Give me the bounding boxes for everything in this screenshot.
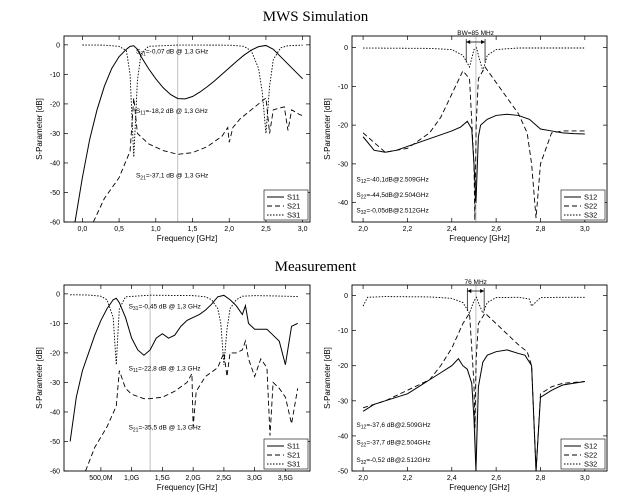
annotation-value: =-37,6 dB@2.509GHz xyxy=(366,422,430,429)
y-tick-label: -50 xyxy=(338,469,348,476)
series-line-s32 xyxy=(363,297,585,314)
bandwidth-arrow-right xyxy=(480,289,484,293)
annotation-text: S22=-37,7 dB@2.504GHz xyxy=(356,440,430,449)
x-tick-label: 2,0 xyxy=(358,475,368,482)
x-tick-label: 3,0 xyxy=(580,475,590,482)
y-tick-label: -40 xyxy=(338,433,348,440)
annotation-value: =-0,52 dB@2.512GHz xyxy=(366,457,430,464)
y-tick-label: -30 xyxy=(338,398,348,405)
y-tick-label: 0 xyxy=(344,293,348,300)
x-tick-label: 2,8 xyxy=(536,475,546,482)
x-tick-label: 2,6 xyxy=(491,475,501,482)
y-axis-label: S-Parameter [dB] xyxy=(323,347,332,409)
legend-label-s22: S22 xyxy=(584,451,597,460)
bandwidth-arrow-left xyxy=(467,289,471,293)
legend-label-s32: S32 xyxy=(584,460,597,469)
annotation-value: =-37,7 dB@2.504GHz xyxy=(366,440,430,447)
annotation-text: S12=-37,6 dB@2.509GHz xyxy=(356,422,430,431)
series-line-s12 xyxy=(363,350,585,471)
x-tick-label: 2,2 xyxy=(403,475,413,482)
x-axis-label: Frequency [GHz] xyxy=(449,483,509,492)
bandwidth-label: 76 MHz xyxy=(465,279,487,286)
y-tick-label: -20 xyxy=(338,363,348,370)
annotation-text: S32=-0,52 dB@2.512GHz xyxy=(356,457,430,466)
y-tick-label: -10 xyxy=(338,328,348,335)
series-line-s22 xyxy=(363,313,585,471)
legend xyxy=(561,439,605,469)
x-tick-label: 2,4 xyxy=(447,475,457,482)
legend-label-s12: S12 xyxy=(584,442,597,451)
